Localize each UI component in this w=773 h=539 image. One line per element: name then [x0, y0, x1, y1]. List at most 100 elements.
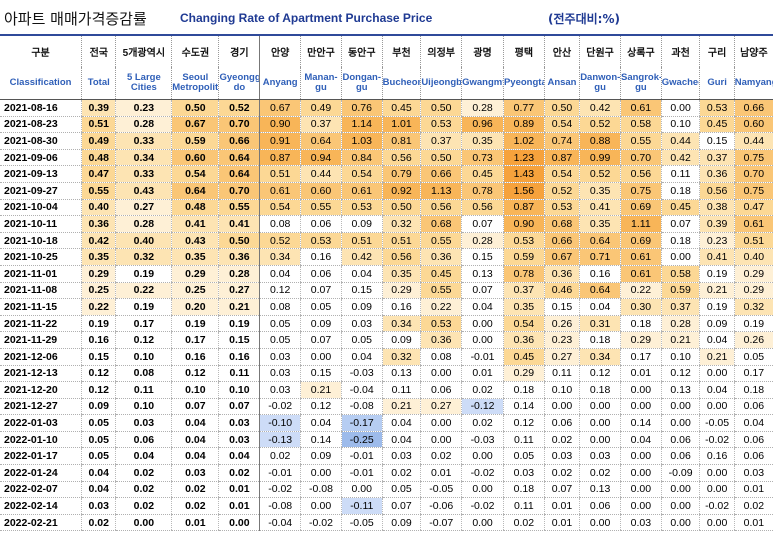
cell-value: 0.19 — [115, 298, 172, 316]
cell-value: -0.05 — [340, 514, 383, 532]
cell-value: 0.23 — [543, 331, 580, 349]
cell-value: 0.60 — [300, 182, 342, 200]
cell-value: 0.45 — [699, 116, 735, 134]
cell-value: 0.15 — [699, 132, 735, 150]
table-row: 2022-02-21 0.02 0.00 0.01 0.00 -0.04 -0.02 -0.0… — [0, 514, 773, 532]
data-table: 구분 전국 5개광역시 수도권 경기 안양 만안구 동안구 부천 의정부 광명 평택 안산 단원구 상록구 과… — [0, 34, 773, 532]
header-english-12: Danwon-gu — [579, 67, 621, 100]
cell-value: 0.37 — [699, 149, 735, 167]
cell-value: 0.01 — [733, 514, 773, 532]
cell-value: 0.04 — [171, 447, 219, 466]
cell-value: 0.64 — [300, 132, 342, 150]
cell-value: 0.32 — [381, 215, 421, 233]
table-row: 2022-01-03 0.05 0.03 0.04 0.03 -0.10 0.04 -0.17… — [0, 414, 773, 432]
cell-value: 0.25 — [81, 282, 116, 300]
table-row: 2022-02-14 0.03 0.02 0.02 0.01 -0.08 0.00 -0.11… — [0, 497, 773, 515]
cell-value: 0.05 — [259, 315, 301, 333]
cell-value: 0.54 — [171, 165, 219, 183]
cell-value: 0.32 — [381, 348, 421, 366]
cell-value: -0.17 — [340, 414, 383, 432]
cell-value: 0.79 — [381, 165, 421, 183]
cell-value: 0.26 — [543, 315, 580, 333]
cell-value: -0.04 — [340, 381, 383, 399]
cell-value: 0.04 — [699, 381, 735, 399]
header-korean-10: 평택 — [502, 34, 545, 67]
cell-value: 0.32 — [115, 248, 172, 266]
cell-value: 0.00 — [699, 514, 735, 532]
header-korean-8: 의정부 — [420, 34, 462, 67]
cell-value: 0.54 — [340, 165, 383, 183]
cell-value: 0.06 — [733, 447, 773, 466]
table-row: 2021-08-16 0.39 0.23 0.50 0.52 0.67 0.49 0.76 0.… — [0, 99, 773, 117]
cell-value: 0.29 — [733, 282, 773, 300]
cell-value: 1.56 — [502, 182, 545, 200]
table-row: 2021-10-18 0.42 0.40 0.43 0.50 0.52 0.53 0.51 0.… — [0, 232, 773, 250]
cell-value: 0.00 — [218, 514, 260, 532]
header-english-6: Dongan-gu — [340, 67, 383, 100]
cell-value: 0.04 — [733, 414, 773, 432]
cell-value: 0.42 — [340, 248, 383, 266]
cell-value: 0.35 — [502, 298, 545, 316]
cell-value: 1.13 — [420, 182, 462, 200]
cell-value: 0.10 — [660, 116, 700, 134]
cell-value: 0.45 — [502, 348, 545, 366]
cell-value: 0.45 — [461, 165, 504, 183]
header-english-15: Guri — [699, 67, 735, 100]
header-korean-11: 안산 — [543, 34, 580, 67]
cell-value: 0.58 — [660, 265, 700, 283]
title-bar: 아파트 매매가격증감률 Changing Rate of Apartment P… — [0, 0, 773, 34]
cell-value: 0.51 — [340, 232, 383, 250]
cell-value: 0.50 — [381, 199, 421, 217]
cell-value: 0.01 — [733, 481, 773, 499]
cell-value: 0.21 — [300, 381, 342, 399]
cell-value: 0.09 — [699, 315, 735, 333]
cell-value: 0.04 — [340, 265, 383, 283]
cell-value: 0.42 — [81, 232, 116, 250]
cell-value: 0.55 — [218, 199, 260, 217]
cell-value: 1.23 — [502, 149, 545, 167]
header-korean-7: 부천 — [381, 34, 421, 67]
cell-value: 0.07 — [461, 215, 504, 233]
cell-value: 0.02 — [461, 414, 504, 432]
cell-value: 0.96 — [461, 116, 504, 134]
cell-value: 0.07 — [300, 331, 342, 349]
table-row: 2021-12-06 0.15 0.10 0.16 0.16 0.03 0.00 0.04 0.… — [0, 348, 773, 366]
cell-value: 0.00 — [579, 414, 621, 432]
table-row: 2021-08-30 0.49 0.33 0.59 0.66 0.91 0.64 1.03 0.… — [0, 132, 773, 150]
cell-value: -0.25 — [340, 431, 383, 449]
cell-value: 0.15 — [218, 331, 260, 349]
cell-value: 0.34 — [115, 149, 172, 167]
cell-value: 0.03 — [218, 414, 260, 432]
cell-value: 0.06 — [300, 265, 342, 283]
cell-value: 0.55 — [420, 232, 462, 250]
header-english-8: Uijeongbu — [420, 67, 462, 100]
cell-value: 0.53 — [543, 199, 580, 217]
cell-value: 0.55 — [619, 132, 662, 150]
cell-value: -0.02 — [461, 497, 504, 515]
cell-value: 0.04 — [81, 464, 116, 482]
cell-value: 0.44 — [300, 165, 342, 183]
row-date: 2021-10-25 — [0, 248, 82, 266]
cell-value: 0.12 — [300, 398, 342, 416]
table-row: 2021-11-22 0.19 0.17 0.19 0.19 0.05 0.09 0.03 0.… — [0, 315, 773, 333]
cell-value: 0.64 — [218, 165, 260, 183]
cell-value: 0.02 — [81, 514, 116, 532]
cell-value: 0.06 — [115, 431, 172, 449]
cell-value: 0.66 — [543, 232, 580, 250]
table-row: 2021-11-29 0.16 0.12 0.17 0.15 0.05 0.07 0.05 0.… — [0, 331, 773, 349]
cell-value: 0.56 — [381, 248, 421, 266]
cell-value: 0.51 — [733, 232, 773, 250]
cell-value: 0.15 — [543, 298, 580, 316]
cell-value: 0.44 — [660, 132, 700, 150]
cell-value: -0.01 — [340, 447, 383, 466]
cell-value: -0.11 — [340, 497, 383, 515]
header-english-11: Ansan — [543, 67, 580, 100]
cell-value: 0.04 — [259, 265, 301, 283]
cell-value: 0.59 — [171, 132, 219, 150]
row-date: 2022-01-24 — [0, 464, 82, 482]
cell-value: 0.42 — [579, 99, 621, 117]
cell-value: 0.00 — [699, 398, 735, 416]
header-korean-14: 과천 — [660, 34, 700, 67]
cell-value: 0.52 — [579, 116, 621, 134]
cell-value: 0.17 — [171, 331, 219, 349]
